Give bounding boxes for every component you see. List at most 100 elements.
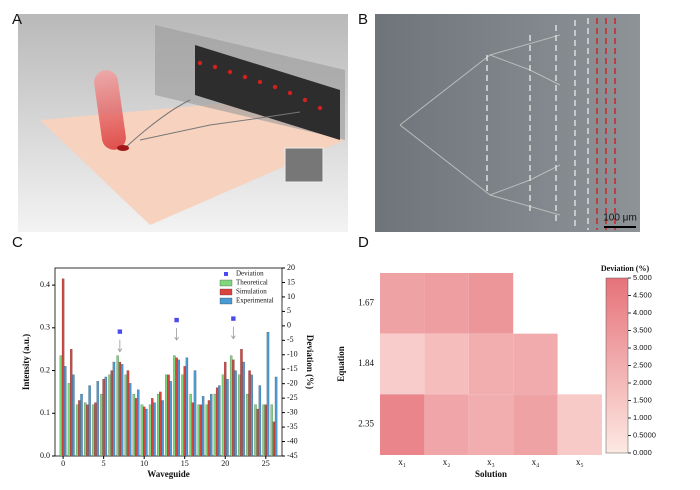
bar	[153, 402, 156, 457]
bar	[169, 381, 172, 457]
y2-tick-label: -15	[287, 364, 298, 373]
bar	[157, 393, 160, 457]
bar	[218, 385, 221, 457]
bar	[104, 376, 108, 457]
y-tick-label: 0.3	[40, 323, 50, 332]
y2-tick-label: -20	[287, 379, 298, 388]
bar	[72, 374, 75, 457]
y2-tick-label: -5	[287, 335, 294, 344]
y-tick-label: 0.4	[40, 280, 50, 289]
bar	[102, 378, 105, 457]
heatmap-cell	[380, 273, 425, 334]
panel-label: B	[358, 11, 368, 28]
y-tick-label: 0.2	[40, 365, 50, 374]
bar	[159, 391, 162, 457]
bar	[185, 357, 189, 457]
x-axis-label: Solution	[475, 469, 507, 479]
x-tick-label: 0	[61, 459, 65, 468]
legend-label: Experimental	[236, 297, 274, 305]
bar	[199, 404, 203, 457]
bar	[270, 404, 273, 457]
bar	[94, 402, 97, 457]
bar	[197, 404, 200, 457]
heatmap-cell	[424, 394, 469, 455]
bar	[70, 349, 73, 457]
colorbar-tick-label: 0.5000	[633, 430, 656, 439]
y2-tick-label: -45	[287, 451, 298, 460]
y2-tick-label: 5	[287, 306, 291, 315]
bar	[205, 404, 209, 457]
y2-tick-label: 0	[287, 321, 291, 330]
arrow	[117, 339, 123, 353]
heatmap-cell	[513, 394, 558, 455]
bar	[118, 361, 122, 457]
heatmap-cell	[513, 333, 558, 395]
bar	[128, 383, 132, 457]
colorbar-tick-label: 5.000	[633, 273, 652, 282]
bar	[242, 361, 245, 457]
bar	[142, 406, 146, 457]
bar	[134, 398, 138, 457]
bar	[110, 370, 113, 457]
bar	[224, 361, 227, 457]
x-tick-label: x₅	[576, 457, 584, 467]
heatmap-cell	[424, 333, 469, 395]
colorbar-label: Deviation (%)	[601, 264, 650, 273]
y2-axis-label: Deviation (%)	[305, 335, 315, 389]
bar	[124, 374, 127, 457]
bar	[92, 404, 95, 457]
heatmap-cell	[468, 394, 514, 455]
bar	[165, 374, 168, 457]
colorbar-tick-label: 4.500	[633, 290, 652, 299]
y-tick-label: 0.1	[40, 408, 50, 417]
bar	[126, 370, 130, 457]
panel-b-image: 100 μm	[375, 14, 640, 232]
y-tick-label: 2.35	[358, 419, 374, 429]
x-tick-label: 20	[221, 459, 229, 468]
x-axis-label: Waveguide	[147, 469, 190, 479]
y2-tick-label: -25	[287, 393, 298, 402]
bar	[229, 355, 233, 457]
panel-label: C	[12, 234, 23, 251]
x-tick-label: 10	[140, 459, 148, 468]
x-tick-label: x₃	[487, 457, 495, 467]
x-tick-label: 25	[262, 459, 270, 468]
bar	[226, 378, 229, 457]
bar	[210, 393, 213, 457]
bar	[274, 376, 278, 457]
colorbar-tick-label: 2.000	[633, 378, 652, 387]
bar	[116, 355, 119, 457]
bar	[207, 400, 211, 457]
bar	[181, 374, 184, 457]
bar	[213, 393, 217, 457]
y-axis-label: Equation	[336, 346, 346, 382]
bar	[193, 370, 197, 457]
bar	[254, 404, 257, 457]
panel-a-image	[18, 14, 348, 232]
bar	[201, 396, 205, 457]
legend-label: Simulation	[236, 288, 267, 296]
bar	[96, 381, 99, 457]
bar	[215, 387, 219, 457]
bar	[175, 357, 178, 457]
bar	[189, 393, 192, 457]
x-tick-label: x₁	[398, 457, 406, 467]
heatmap-cell	[380, 333, 425, 395]
colorbar-tick-label: 1.000	[633, 413, 652, 422]
y2-tick-label: -10	[287, 350, 298, 359]
bar	[177, 359, 180, 457]
bar	[59, 355, 63, 457]
bar	[140, 404, 144, 457]
colorbar-tick-label: 3.500	[633, 325, 652, 334]
bar	[88, 385, 91, 457]
bar	[100, 393, 103, 457]
y-tick-label: 0.0	[40, 451, 50, 460]
colorbar-tick-label: 4.000	[633, 308, 652, 317]
bar	[151, 398, 154, 457]
x-tick-label: x₄	[532, 457, 540, 467]
bar	[240, 349, 243, 457]
bar	[132, 393, 136, 457]
y2-tick-label: 15	[287, 277, 295, 286]
bar	[266, 331, 270, 457]
bar	[258, 385, 262, 457]
